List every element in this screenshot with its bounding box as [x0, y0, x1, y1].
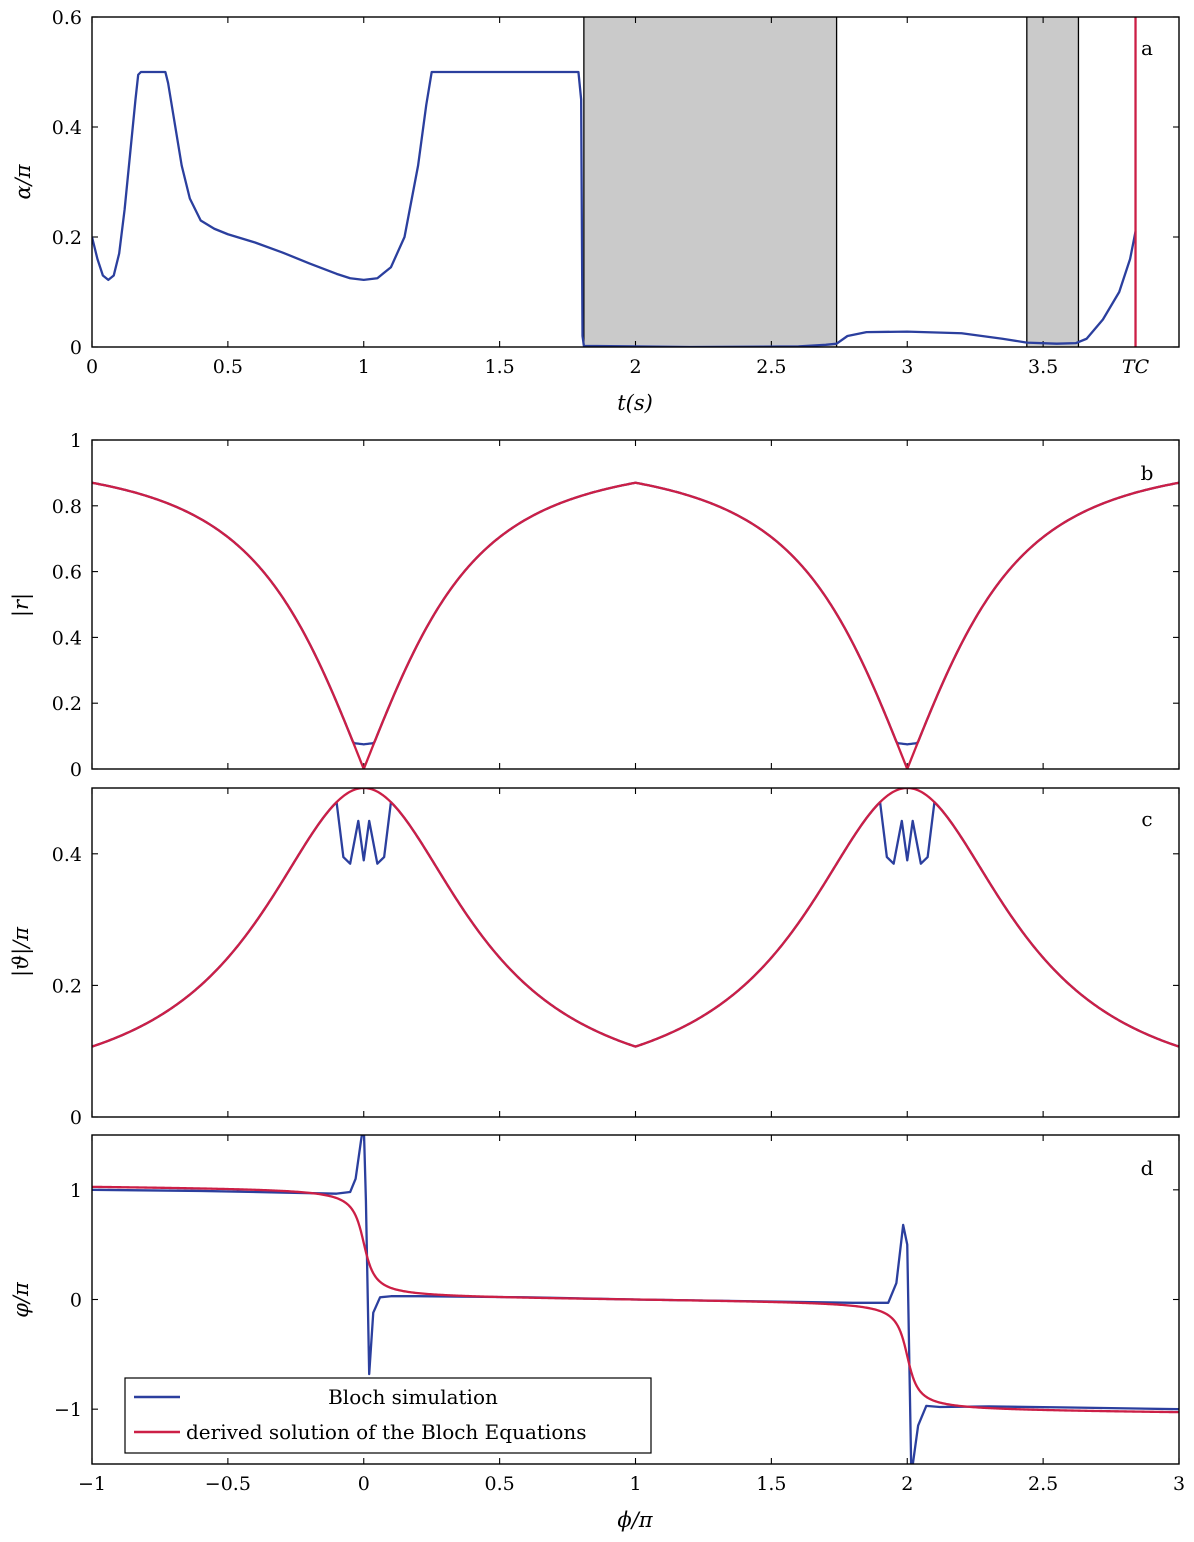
xtick-label: 1: [358, 356, 370, 378]
xtick-label: 1: [629, 1473, 641, 1495]
xtick-label: 2.5: [756, 356, 786, 378]
xtick-label: 0: [358, 1473, 370, 1495]
panel-b-series: [92, 481, 1179, 769]
xtick-label: −0.5: [205, 1473, 251, 1495]
panel-d: −1 −0.5 0 0.5 1 1.5 2 2.5 3 −1 0 1 d ϕ/π φ/π Bloch …: [9, 1134, 1185, 1532]
panel-b: 0 0.2 0.4 0.6 0.8 1 b |r|: [9, 430, 1180, 781]
panel-c-ylabel: |ϑ|/π: [9, 926, 34, 977]
panel-d-tag: d: [1141, 1156, 1154, 1180]
panel-b-ylabel: |r|: [9, 593, 34, 617]
panel-d-frame: [91, 1134, 1180, 1465]
series-line-bloch-simulation: [92, 481, 1179, 746]
panel-a-gridmarks: 0 0.5 1 1.5 2 2.5 3 3.5 TC 0 0.2 0.4 0.6: [52, 7, 1179, 378]
ytick-label: 0.8: [52, 496, 82, 518]
xtick-label: 1.5: [756, 1473, 786, 1495]
xtick-label: 3: [901, 356, 913, 378]
ytick-label: 0: [70, 337, 82, 359]
series-line-derived-solution: [92, 481, 1179, 769]
panel-a-frame: [91, 16, 1180, 348]
panel-b-gridmarks: 0 0.2 0.4 0.6 0.8 1: [52, 430, 1180, 781]
ytick-label: 0.6: [52, 562, 82, 584]
panel-c-frame: [91, 787, 1180, 1118]
series-line-derived-solution: [92, 788, 1179, 1048]
xtick-label: 0.5: [213, 356, 243, 378]
panel-d-xlabel: ϕ/π: [617, 1508, 653, 1532]
ytick-label: −1: [54, 1399, 82, 1421]
panel-a-ylabel: α/π: [11, 163, 35, 199]
xtick-label: 3.5: [1028, 356, 1058, 378]
panel-c-gridmarks: 0 0.2 0.4: [52, 788, 1180, 1129]
xtick-label-tc: TC: [1122, 356, 1150, 378]
xtick-label: 2.5: [1028, 1473, 1058, 1495]
xtick-label: 2: [629, 356, 641, 378]
ytick-label: 1: [70, 430, 82, 452]
panel-a-xlabel: t(s): [617, 391, 653, 415]
panel-b-tag: b: [1141, 461, 1154, 485]
legend-entry-derived: derived solution of the Bloch Equations: [186, 1420, 587, 1444]
panel-a-series: [92, 17, 1137, 347]
xtick-label: 2: [901, 1473, 913, 1495]
ytick-label: 0.4: [52, 117, 82, 139]
panel-c: 0 0.2 0.4 c |ϑ|/π: [9, 787, 1180, 1129]
panel-a: 0 0.5 1 1.5 2 2.5 3 3.5 TC 0 0.2 0.4 0.6 a t(s) α/π: [11, 7, 1180, 415]
panel-a-tag: a: [1141, 36, 1153, 60]
ytick-label: 0.2: [52, 975, 82, 997]
xtick-label: 1.5: [485, 356, 515, 378]
xtick-label: 0: [86, 356, 98, 378]
series-line-derived-solution: [92, 1185, 1179, 1414]
panel-c-tag: c: [1141, 807, 1152, 831]
ytick-label: 0: [70, 1107, 82, 1129]
panel-a-shaded-regions: [583, 17, 1080, 347]
panel-c-series: [92, 788, 1179, 1048]
panel-b-frame: [91, 439, 1180, 770]
ytick-label: 0.2: [52, 227, 82, 249]
shaded-region-1: [1026, 17, 1079, 347]
ytick-label: 1: [70, 1180, 82, 1202]
legend: Bloch simulation derived solution of the…: [124, 1377, 652, 1454]
ytick-label: 0.6: [52, 7, 82, 29]
panel-d-series: [92, 1135, 1179, 1464]
ytick-label: 0.2: [52, 693, 82, 715]
xtick-label: −1: [78, 1473, 106, 1495]
shaded-region-0: [583, 17, 837, 347]
xtick-label: 0.5: [485, 1473, 515, 1495]
ytick-label: 0.4: [52, 627, 82, 649]
ytick-label: 0.4: [52, 844, 82, 866]
series-line-bloch-simulation: [92, 70, 1137, 347]
legend-box: [124, 1377, 652, 1454]
ytick-label: 0: [70, 759, 82, 781]
ytick-label: 0: [70, 1290, 82, 1312]
legend-entry-bloch: Bloch simulation: [328, 1385, 498, 1409]
xtick-label: 3: [1173, 1473, 1185, 1495]
panel-d-ylabel: φ/π: [9, 1281, 33, 1318]
